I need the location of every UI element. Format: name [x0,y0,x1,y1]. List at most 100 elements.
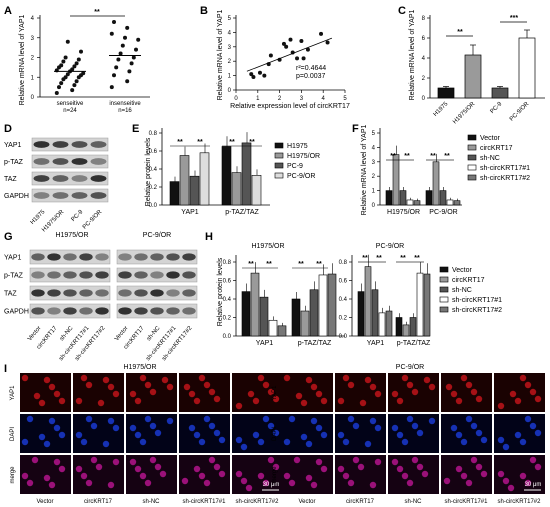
panel-b-point [268,53,273,58]
panel-i-cell [85,415,93,423]
panel-i-row-label: merge [10,466,16,484]
panel-g-left-band [79,307,93,315]
panel-e-legend-item: H1975/OR [287,153,320,160]
panel-i-cell [144,479,152,487]
panel-i-cell [534,429,542,437]
panel-g-left-band [63,307,77,315]
panel-i-cell [406,415,414,423]
panel-h-label: H [205,231,213,243]
panel-g: G H1975/OR PC-9/OR YAP1 p-TAZ TAZ GAPDH Vect… [4,231,198,362]
panel-a-point [112,73,116,78]
panel-a-point [63,75,68,80]
panel-i-cell [337,397,345,405]
panel-f-legend-item: circKRT17 [480,145,513,152]
panel-i-cell [475,463,483,471]
panel-h-left-bar [241,291,251,337]
panel-i-cell [198,438,206,446]
panel-e-bar [221,146,232,206]
panel-h-left-ytick-label: 0.6 [223,279,232,285]
panel-g-right-band [166,271,180,279]
panel-i-cell [90,456,98,464]
panel-i-cell [507,484,515,492]
panel-g-left-band [47,271,61,279]
panel-g-right-band [182,307,196,315]
panel-g-left-band [63,253,77,261]
panel-h-right-ytick-label: 0.6 [339,279,348,285]
panel-i-cell [235,402,243,410]
panel-i-cell [514,397,522,405]
panel-g-left-row-label: YAP1 [4,255,21,262]
panel-a-point [125,25,130,30]
panel-i-cell [519,472,527,480]
panel-e-ytick-label: 0.4 [149,167,158,173]
panel-g-left-band [47,289,61,297]
panel-f-ytick-label: 1 [372,189,376,195]
panel-d-band [71,192,88,199]
panel-i-cell [524,479,532,487]
panel-i-cell [267,422,275,430]
panel-f-category-label: H1975/OR [387,209,420,216]
panel-i-cell [267,388,275,396]
panel-e-bar [179,155,190,206]
panel-i-cell [480,436,488,444]
panel-f-sig: ** [390,153,396,160]
panel-a-point [59,81,64,86]
panel-f-legend-swatch [467,154,477,161]
panel-b-label: B [200,5,208,17]
panel-i-label: I [4,363,7,375]
panel-i-cell [85,479,93,487]
panel-c-category-label: H1975 [433,101,450,118]
panel-e-bar [169,181,180,206]
panel-i-cell [257,472,265,480]
panel-i-cell [310,481,318,489]
panel-b-point [301,56,306,61]
panel-i-title-right: PC-9/OR [396,364,424,371]
panel-i-col-label: sh-circKRT17#1 [183,499,227,505]
panel-i-cell [149,422,157,430]
panel-h-right-category-label: p-TAZ/TAZ [397,340,431,347]
panel-i-cell [320,465,328,473]
panel-g-left-band [79,271,93,279]
panel-g-left-row-label: GAPDH [4,309,29,316]
panel-e-sig: ** [177,139,183,146]
panel-a-ylabel: Relative mRNA level of YAP1 [19,15,26,106]
panel-h-legend-swatch [439,286,449,293]
panel-a-point [120,43,125,48]
panel-i-cell [90,422,98,430]
panel-i-cell [139,374,147,382]
panel-h-ylabel: Relative protein levels [217,257,224,326]
panel-g-left-band [79,289,93,297]
panel-c-sig: *** [510,15,518,22]
panel-h-legend-swatch [439,266,449,273]
panel-f-category-label: PC-9/OR [429,209,457,216]
panel-i-cell [391,424,399,432]
panel-h-right-bar [416,272,424,337]
panel-d-band [52,192,69,199]
panel-g-left-band [31,271,45,279]
panel-d-row-bg [31,154,109,169]
panel-b-point [295,56,300,61]
panel-f-bars: 0 1 2 3 4 5 H1975/OR ** ** PC-9/OR ** ** [372,131,461,216]
panel-i-cell [129,458,137,466]
panel-i-title-left: H1975/OR [123,364,156,371]
panel-g-right-band [150,253,164,261]
panel-h-left-bar [259,296,269,337]
panel-i-cell [272,463,280,471]
panel-e-legend-swatch [274,142,284,149]
panel-g-left-band [95,271,109,279]
panel-i-cell [272,395,280,403]
panel-h-left-ytick-label: 0.4 [223,297,232,303]
panel-e: E Relative protein levels 0.00.20.40.60.… [132,123,320,216]
panel-h-right-ytick-label: 0.4 [339,297,348,303]
panel-i-cell [188,390,196,398]
panel-f-bar [425,190,433,206]
panel-a-ytick-label: 2 [31,56,35,62]
panel-i-cell [443,477,451,485]
panel-i-cell [166,383,174,391]
panel-b-ticks: 0 1 2 3 4 5 0 1 2 3 4 5 [228,16,348,102]
panel-i-col-label: circKRT17 [346,499,375,505]
panel-i-cell [208,388,216,396]
panel-i-cell [406,381,414,389]
panel-d-row-label: TAZ [4,176,17,183]
panel-i-cell [401,374,409,382]
